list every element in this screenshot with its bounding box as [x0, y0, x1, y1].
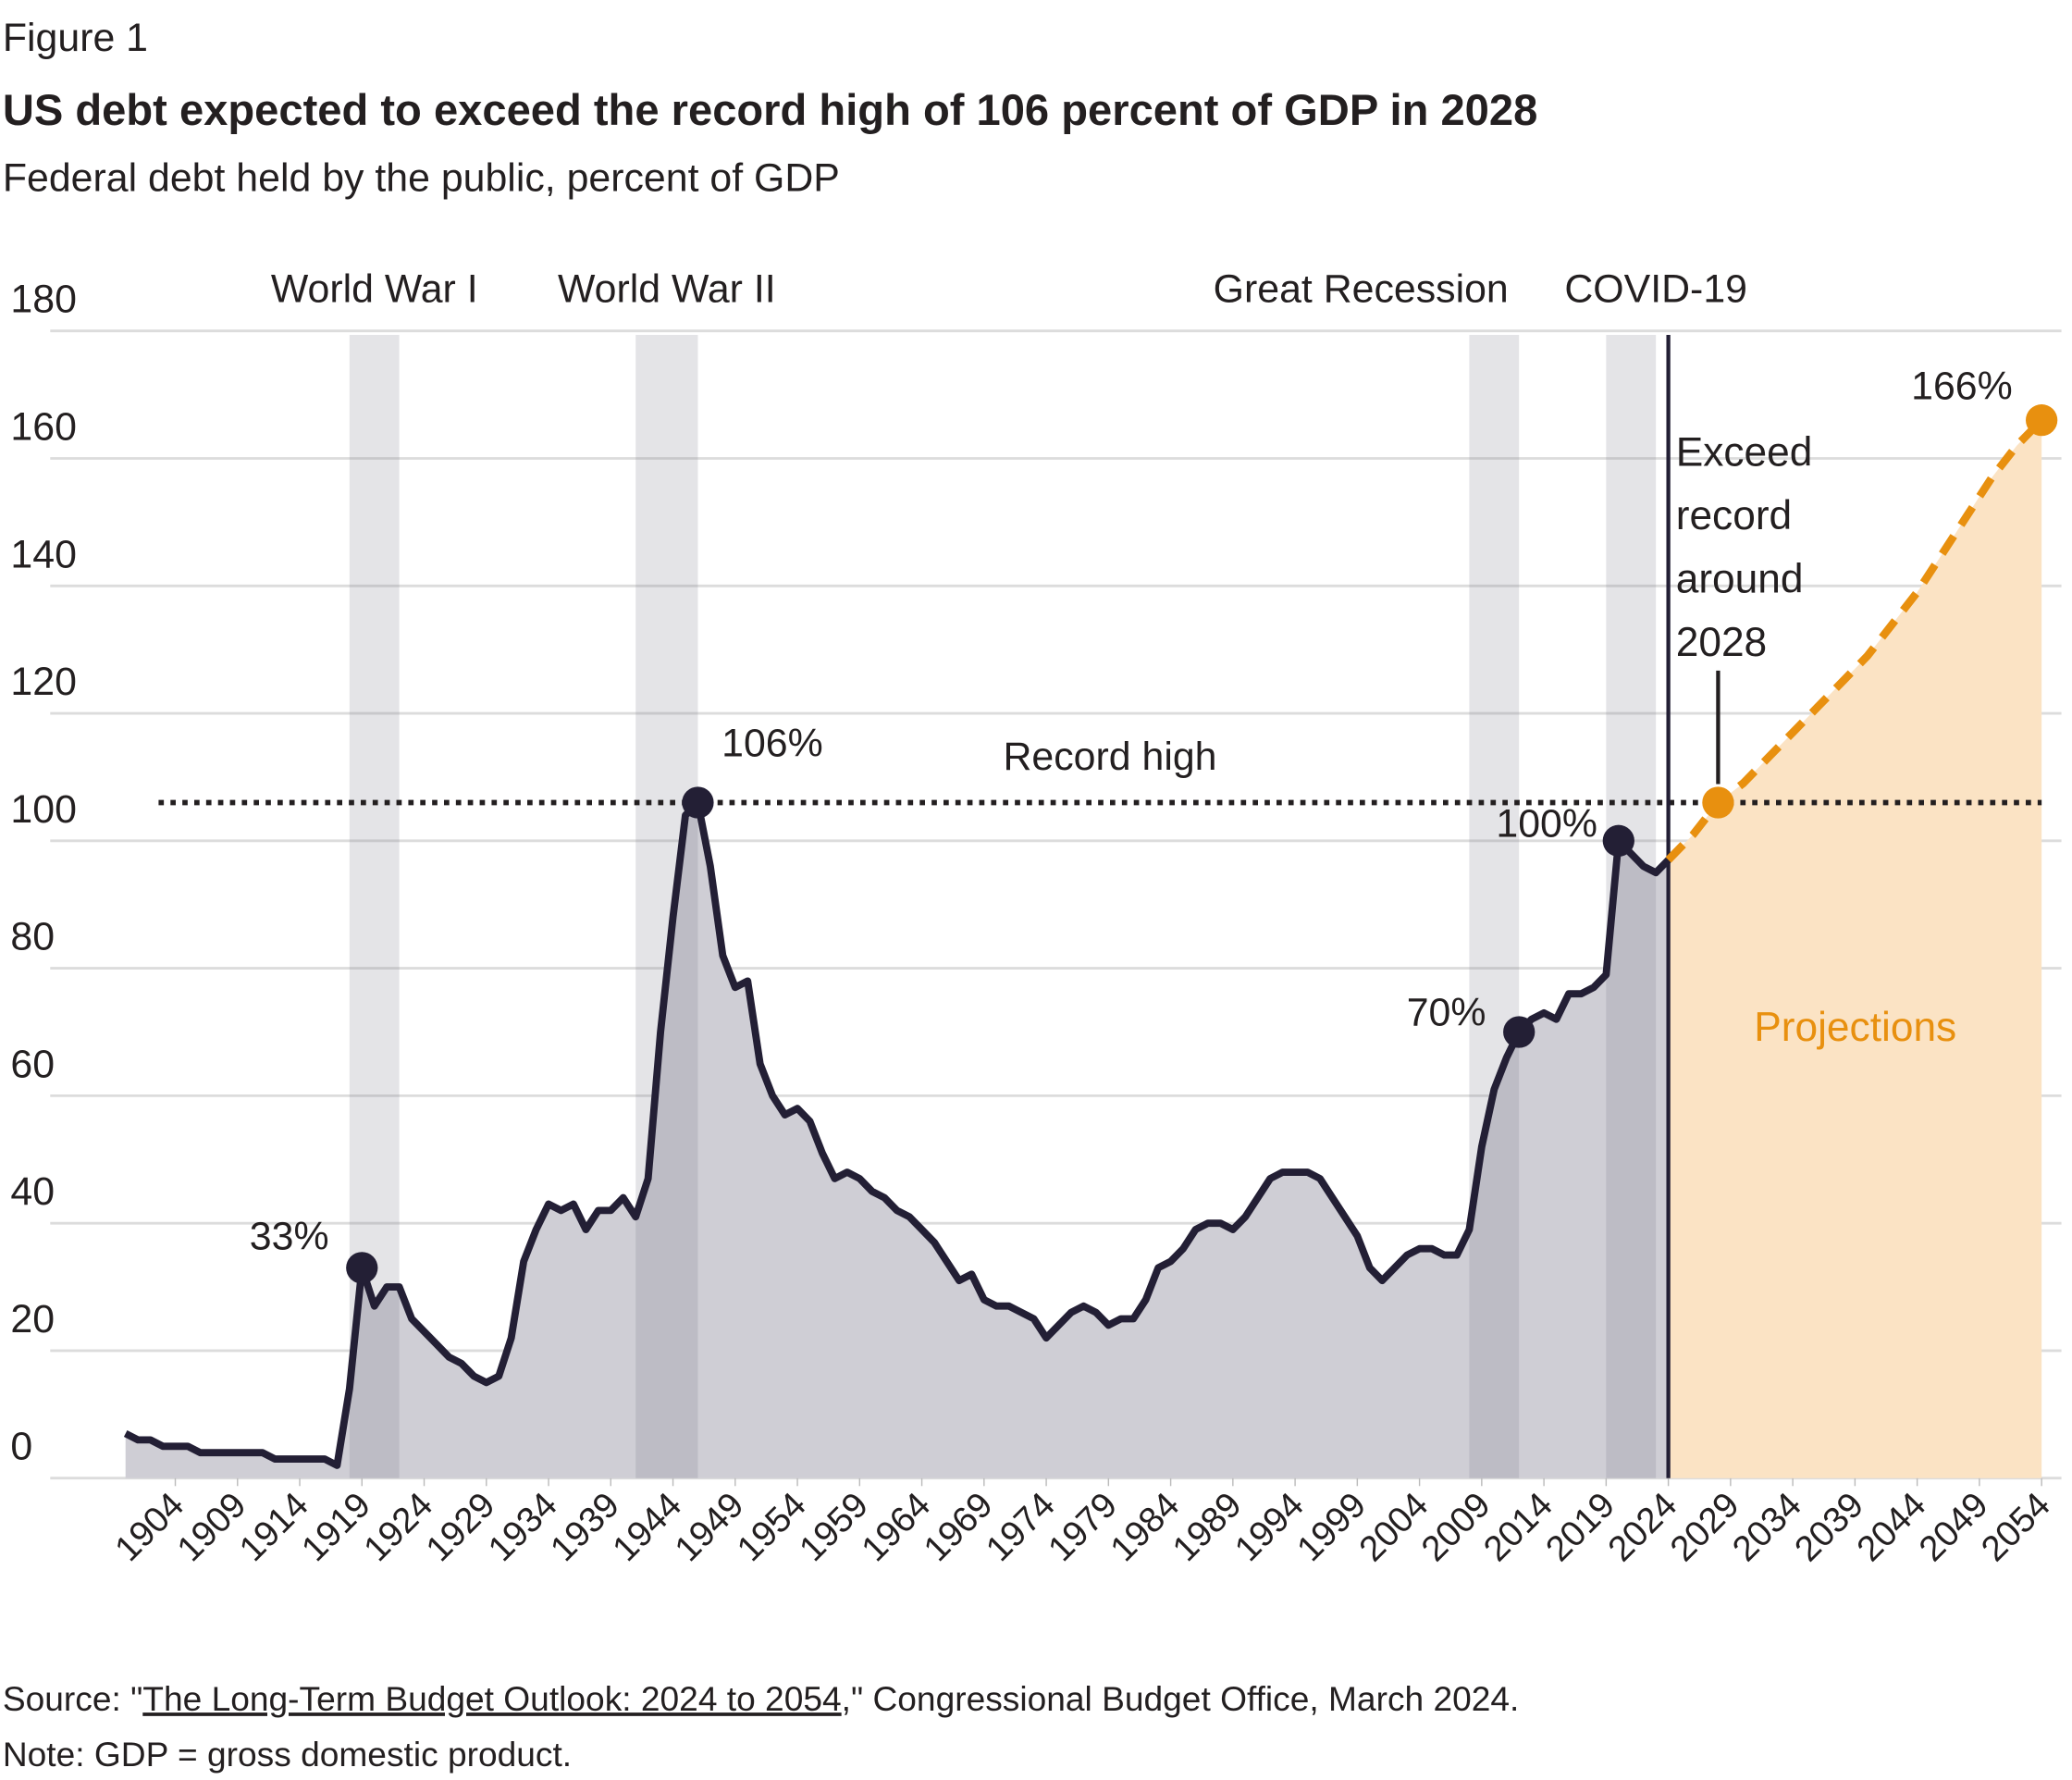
y-tick-label: 60	[10, 1042, 55, 1086]
y-tick-label: 180	[10, 278, 76, 322]
x-tick-label: 2024	[1600, 1485, 1684, 1569]
x-tick-label: 1999	[1289, 1485, 1374, 1569]
x-tick-label: 1914	[232, 1485, 316, 1569]
figure-label: Figure 1	[3, 16, 148, 60]
x-tick-label: 1934	[481, 1485, 565, 1569]
y-tick-label: 120	[10, 660, 76, 704]
x-tick-label: 2044	[1849, 1485, 1933, 1569]
y-tick-label: 140	[10, 532, 76, 576]
y-tick-label: 20	[10, 1297, 55, 1341]
event-band	[1469, 335, 1520, 1478]
callout-dot	[1702, 786, 1734, 819]
annotation-label: 106%	[722, 721, 823, 765]
x-tick-label: 1944	[605, 1485, 689, 1569]
x-tick-label: 1979	[1041, 1485, 1125, 1569]
callout-text: 2028	[1676, 620, 1767, 665]
callout-text: record	[1676, 493, 1792, 538]
x-tick-label: 1984	[1103, 1485, 1187, 1569]
x-tick-label: 1974	[979, 1485, 1063, 1569]
x-tick-label: 1904	[107, 1485, 191, 1569]
source-link[interactable]: The Long-Term Budget Outlook: 2024 to 20…	[142, 1679, 841, 1718]
x-tick-label: 2019	[1538, 1485, 1622, 1569]
annotation-dot	[682, 786, 714, 819]
y-tick-label: 160	[10, 404, 76, 449]
chart-subtitle: Federal debt held by the public, percent…	[3, 155, 840, 200]
annotation-label: 33%	[250, 1214, 329, 1258]
callout-text: Exceed	[1676, 429, 1813, 475]
event-label: Great Recession	[1214, 266, 1509, 311]
annotation-dot	[2026, 404, 2058, 437]
y-tick-label: 80	[10, 915, 55, 959]
event-label: World War I	[271, 266, 478, 311]
x-tick-label: 2054	[1974, 1485, 2058, 1569]
callout-text: around	[1676, 557, 1804, 602]
projections-label: Projections	[1754, 1005, 1956, 1050]
annotation-label: 166%	[1911, 364, 2013, 408]
x-tick-label: 1989	[1166, 1485, 1250, 1569]
note: Note: GDP = gross domestic product.	[3, 1735, 572, 1774]
source: Source: "The Long-Term Budget Outlook: 2…	[3, 1679, 1520, 1718]
annotation-dot	[1503, 1016, 1536, 1048]
x-tick-label: 2049	[1912, 1485, 1996, 1569]
x-tick-label: 1954	[730, 1485, 814, 1569]
data-line	[123, 798, 1671, 1469]
y-tick-label: 0	[10, 1425, 32, 1469]
y-tick-label: 40	[10, 1169, 55, 1214]
area	[125, 802, 1669, 1478]
x-tick-label: 1949	[668, 1485, 752, 1569]
x-tick-label: 1994	[1227, 1485, 1312, 1569]
event-label: COVID-19	[1564, 266, 1747, 311]
area	[1668, 420, 2042, 1478]
chart-title: US debt expected to exceed the record hi…	[3, 85, 1537, 134]
x-tick-label: 2039	[1787, 1485, 1871, 1569]
y-tick-label: 100	[10, 787, 76, 832]
x-tick-label: 2014	[1476, 1485, 1560, 1569]
x-tick-label: 1909	[169, 1485, 253, 1569]
x-tick-label: 2009	[1414, 1485, 1498, 1569]
x-tick-label: 1964	[854, 1485, 938, 1569]
plot: 0 20 40 60 80 100 120 140 160 180 1904190919141919…	[10, 266, 2062, 1569]
x-tick-label: 1929	[419, 1485, 503, 1569]
x-tick-label: 1959	[792, 1485, 876, 1569]
x-tick-label: 2034	[1725, 1485, 1809, 1569]
event-band	[635, 335, 698, 1478]
x-tick-label: 2029	[1663, 1485, 1747, 1569]
x-tick-label: 2004	[1351, 1485, 1436, 1569]
source-suffix: ," Congressional Budget Office, March 20…	[842, 1679, 1520, 1718]
annotation-label: 100%	[1496, 802, 1597, 847]
x-tick-label: 1939	[543, 1485, 627, 1569]
annotation-label: 70%	[1407, 990, 1486, 1034]
x-tick-label: 1924	[356, 1485, 440, 1569]
annotation-dot	[346, 1252, 378, 1284]
annotation-dot	[1602, 824, 1634, 857]
source-prefix: Source: "	[3, 1679, 142, 1718]
x-tick-label: 1919	[294, 1485, 378, 1569]
record-high-label: Record high	[1003, 735, 1216, 779]
event-label: World War II	[558, 266, 776, 311]
x-tick-label: 1969	[917, 1485, 1001, 1569]
